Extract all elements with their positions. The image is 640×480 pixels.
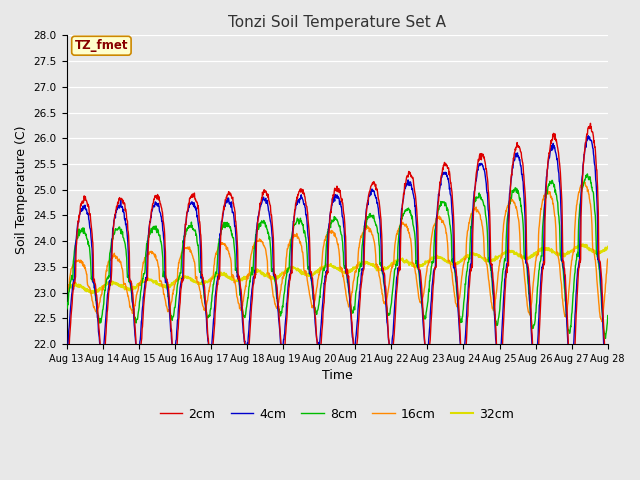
2cm: [604, 395, 612, 401]
4cm: [492, 336, 499, 342]
2cm: [604, 395, 611, 401]
2cm: [421, 341, 429, 347]
Line: 8cm: 8cm: [67, 174, 608, 338]
8cm: [63, 307, 70, 312]
Y-axis label: Soil Temperature (C): Soil Temperature (C): [15, 125, 28, 254]
16cm: [581, 179, 589, 185]
Line: 16cm: 16cm: [67, 182, 608, 322]
Title: Tonzi Soil Temperature Set A: Tonzi Soil Temperature Set A: [228, 15, 446, 30]
4cm: [604, 380, 612, 385]
16cm: [598, 319, 606, 324]
32cm: [170, 278, 178, 284]
32cm: [63, 287, 70, 292]
16cm: [604, 256, 612, 262]
4cm: [421, 346, 429, 352]
16cm: [170, 288, 177, 293]
Line: 2cm: 2cm: [67, 123, 608, 398]
X-axis label: Time: Time: [322, 370, 353, 383]
32cm: [88, 290, 95, 296]
8cm: [492, 318, 499, 324]
8cm: [602, 336, 609, 341]
32cm: [579, 241, 587, 247]
32cm: [422, 259, 429, 264]
32cm: [244, 273, 252, 279]
8cm: [170, 312, 177, 318]
4cm: [170, 349, 177, 355]
16cm: [540, 197, 547, 203]
2cm: [587, 120, 595, 126]
8cm: [183, 228, 191, 234]
4cm: [584, 133, 592, 139]
4cm: [603, 383, 611, 389]
16cm: [492, 296, 499, 301]
2cm: [63, 359, 70, 365]
16cm: [421, 283, 429, 288]
8cm: [244, 299, 252, 304]
8cm: [604, 312, 612, 318]
2cm: [540, 262, 547, 268]
2cm: [492, 323, 499, 329]
Line: 32cm: 32cm: [67, 244, 608, 293]
8cm: [584, 171, 591, 177]
16cm: [183, 245, 191, 251]
4cm: [63, 356, 70, 362]
32cm: [184, 275, 191, 280]
2cm: [183, 210, 191, 216]
8cm: [421, 316, 429, 322]
Legend: 2cm, 4cm, 8cm, 16cm, 32cm: 2cm, 4cm, 8cm, 16cm, 32cm: [155, 403, 520, 426]
32cm: [604, 244, 612, 250]
4cm: [244, 340, 252, 346]
Text: TZ_fmet: TZ_fmet: [75, 39, 128, 52]
4cm: [540, 260, 547, 266]
8cm: [540, 216, 547, 221]
4cm: [183, 210, 191, 216]
16cm: [63, 288, 70, 294]
32cm: [540, 245, 548, 251]
2cm: [244, 352, 252, 358]
2cm: [170, 354, 177, 360]
16cm: [244, 275, 252, 280]
32cm: [492, 255, 500, 261]
Line: 4cm: 4cm: [67, 136, 608, 386]
